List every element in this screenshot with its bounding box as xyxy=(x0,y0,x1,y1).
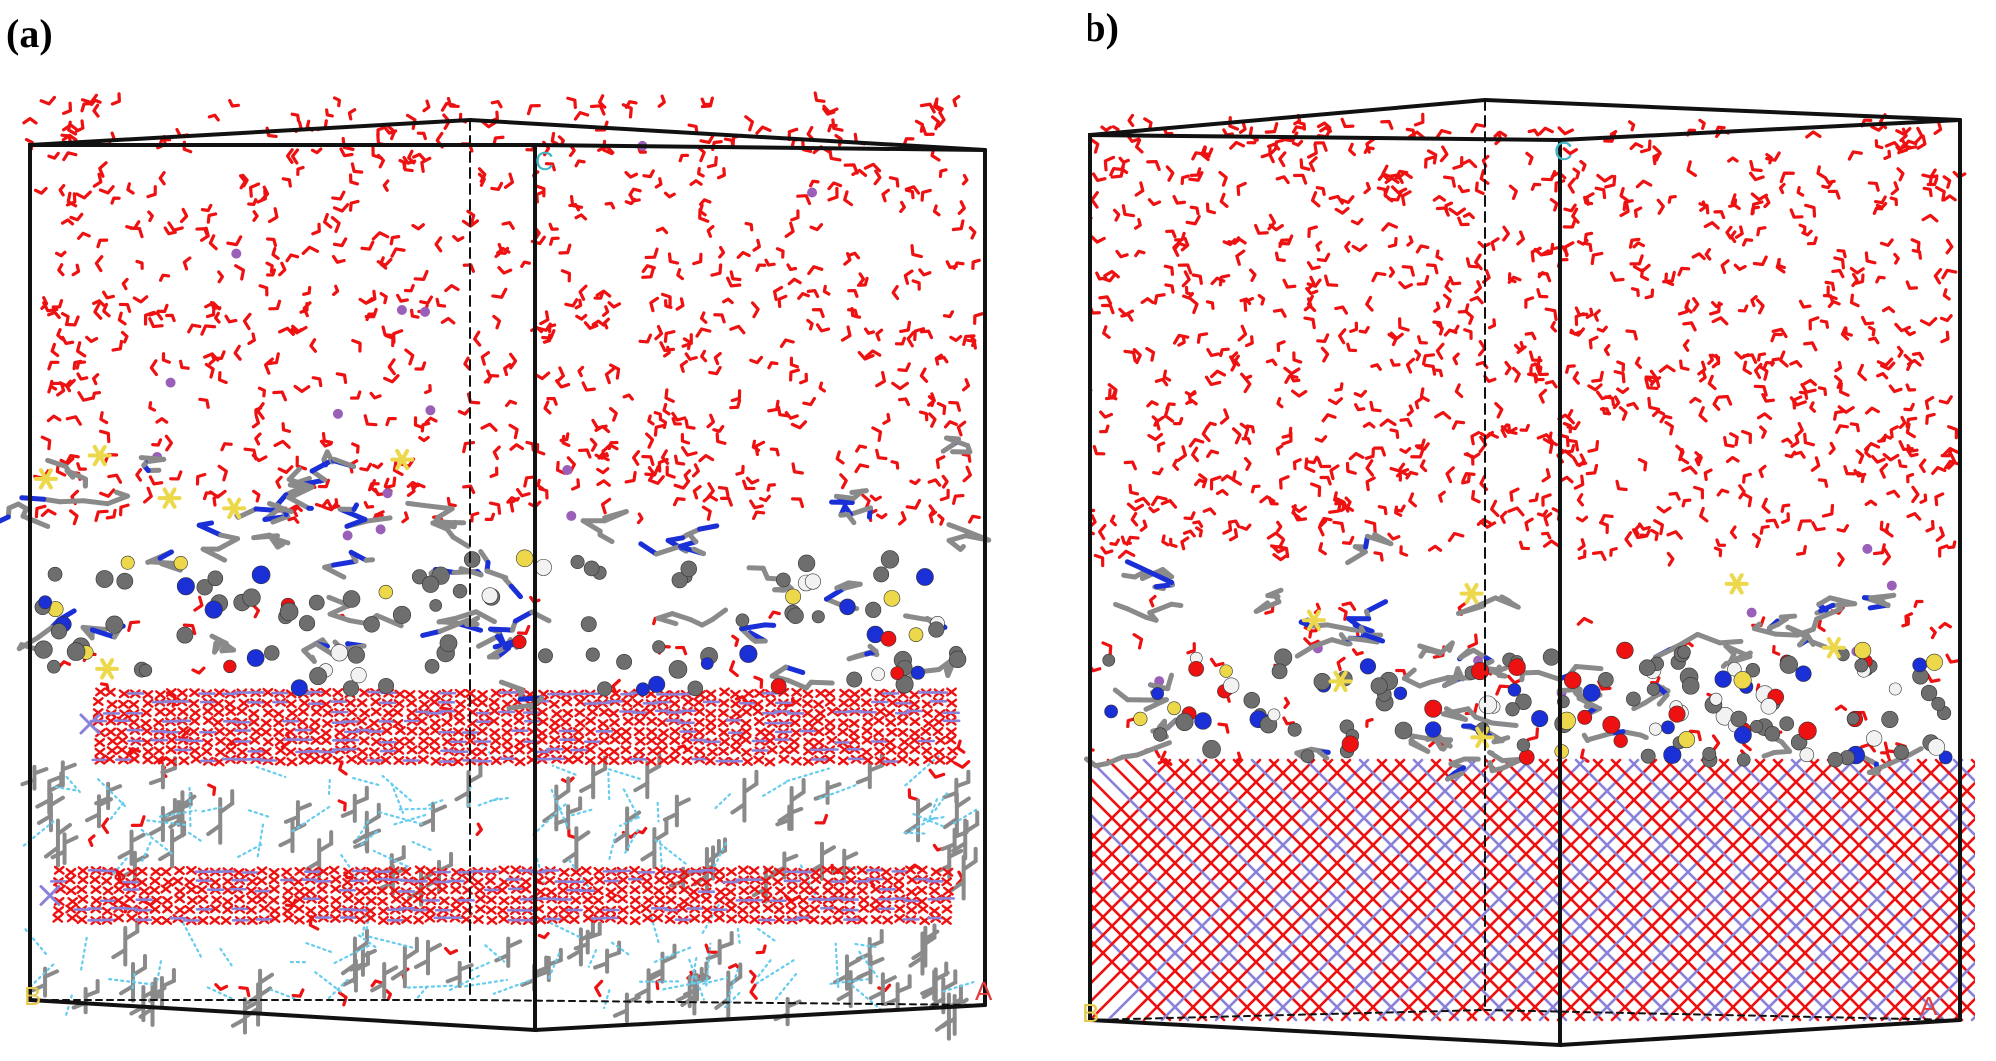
crystal-slab-lower xyxy=(39,865,955,926)
axis-label-b: B xyxy=(1082,998,1099,1028)
adsorbed-inhibitor xyxy=(0,435,992,711)
panel-label-a: (a) xyxy=(6,11,53,56)
simulation-box-edges xyxy=(28,118,987,1033)
water-molecules xyxy=(1076,112,1967,767)
axis-label-b: B xyxy=(24,981,41,1011)
axis-label-c: C xyxy=(1554,136,1573,166)
panel-a-simulation-box: C B A xyxy=(0,91,993,1041)
crystal-lattice xyxy=(1000,0,1996,1061)
adsorbed-inhibitor xyxy=(1083,531,1953,782)
panel-b-simulation-box: C B A xyxy=(1000,0,1996,1061)
simulation-box-edges xyxy=(1088,98,1962,1048)
axis-label-a: A xyxy=(975,976,993,1006)
axis-label-c: C xyxy=(535,146,554,176)
axis-label-a: A xyxy=(1920,991,1938,1021)
organic-interlayer xyxy=(20,728,980,1041)
